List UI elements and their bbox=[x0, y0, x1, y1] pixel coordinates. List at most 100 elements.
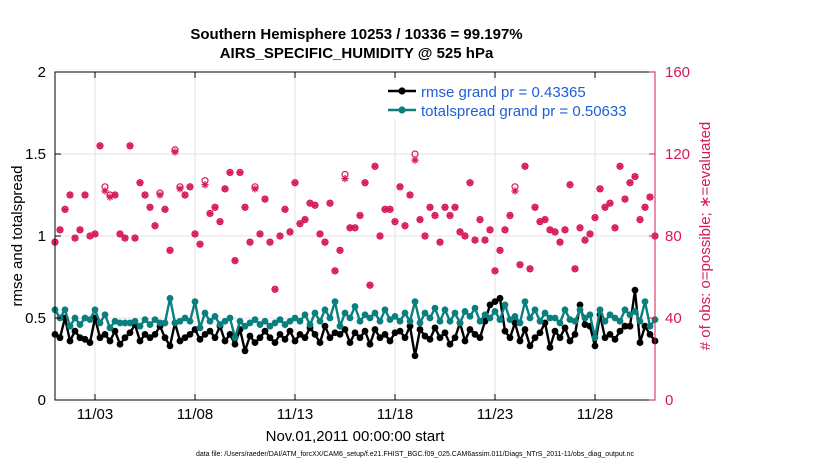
totalspread-point bbox=[296, 317, 304, 325]
rmse-point bbox=[66, 337, 74, 345]
asterisk-stroke bbox=[216, 218, 224, 225]
totalspread-point bbox=[516, 319, 524, 327]
asterisk-stroke bbox=[261, 196, 269, 203]
rmse-point bbox=[56, 334, 64, 342]
obs-evaluated-marker bbox=[496, 246, 504, 254]
rmse-point bbox=[356, 334, 364, 342]
totalspread-point bbox=[346, 314, 354, 322]
totalspread-point bbox=[641, 298, 649, 305]
totalspread-point bbox=[521, 298, 529, 305]
rmse-point bbox=[346, 339, 354, 346]
totalspread-point bbox=[486, 314, 494, 322]
totalspread-point bbox=[156, 319, 164, 327]
asterisk-stroke bbox=[486, 226, 494, 233]
totalspread-point bbox=[136, 322, 144, 330]
asterisk-stroke bbox=[326, 200, 334, 207]
obs-evaluated-marker bbox=[636, 216, 644, 224]
totalspread-point bbox=[241, 322, 249, 330]
rmse-point bbox=[436, 334, 444, 342]
obs-evaluated-marker bbox=[126, 142, 134, 150]
totalspread-point bbox=[351, 303, 359, 310]
y2-tick-label: 80 bbox=[665, 228, 682, 245]
asterisk-stroke bbox=[271, 286, 279, 293]
rmse-point bbox=[621, 322, 629, 330]
legend: rmse grand pr = 0.43365 totalspread grand… bbox=[380, 80, 652, 120]
rmse-point bbox=[531, 334, 539, 342]
rmse-point bbox=[121, 334, 129, 342]
asterisk-stroke bbox=[201, 181, 209, 188]
asterisk-stroke bbox=[611, 224, 619, 231]
obs-evaluated-marker bbox=[96, 142, 104, 150]
totalspread-point bbox=[441, 306, 449, 314]
obs-evaluated-marker bbox=[231, 257, 239, 265]
asterisk-stroke bbox=[336, 247, 344, 254]
chart-subtitle: AIRS_SPECIFIC_HUMIDITY @ 525 hPa bbox=[219, 45, 494, 62]
rmse-point bbox=[511, 319, 519, 327]
rmse-point bbox=[251, 339, 259, 346]
rmse-point bbox=[176, 337, 184, 345]
totalspread-point bbox=[86, 316, 94, 324]
obs-evaluated-marker bbox=[421, 232, 429, 240]
totalspread-point bbox=[71, 314, 79, 322]
rmse-point bbox=[281, 335, 289, 343]
totalspread-point bbox=[166, 294, 174, 302]
totalspread-point bbox=[446, 317, 454, 325]
y-tick-label: 0.5 bbox=[25, 310, 46, 327]
rmse-point bbox=[521, 326, 529, 333]
totalspread-point bbox=[231, 334, 239, 342]
rmse-point bbox=[481, 317, 489, 325]
asterisk-stroke bbox=[306, 200, 314, 207]
asterisk-stroke bbox=[331, 267, 339, 274]
obs-evaluated-marker bbox=[211, 203, 219, 211]
totalspread-point bbox=[526, 314, 534, 322]
rmse-point bbox=[611, 335, 619, 343]
obs-evaluated-marker bbox=[186, 183, 194, 191]
y2-tick-label: 40 bbox=[665, 310, 682, 327]
rmse-point bbox=[491, 298, 499, 305]
obs-evaluated-marker bbox=[216, 218, 224, 226]
totalspread-point bbox=[251, 316, 259, 324]
asterisk-stroke bbox=[631, 173, 639, 180]
asterisk-stroke bbox=[416, 216, 424, 223]
rmse-point bbox=[266, 334, 274, 342]
rmse-point bbox=[496, 294, 504, 302]
obs-evaluated-marker bbox=[131, 234, 139, 242]
totalspread-point bbox=[611, 314, 619, 322]
asterisk-stroke bbox=[256, 230, 264, 237]
obs-evaluated-marker bbox=[241, 203, 249, 211]
asterisk-stroke bbox=[356, 212, 364, 219]
totalspread-point bbox=[561, 306, 569, 314]
totalspread-point bbox=[331, 298, 339, 305]
rmse-point bbox=[571, 331, 579, 338]
asterisk-stroke bbox=[591, 214, 599, 221]
rmse-point bbox=[206, 327, 214, 335]
asterisk-stroke bbox=[601, 204, 609, 211]
obs-evaluated-marker bbox=[461, 232, 469, 240]
totalspread-point bbox=[211, 312, 219, 320]
rmse-point bbox=[431, 324, 439, 332]
totalspread-point bbox=[506, 316, 514, 324]
asterisk-stroke bbox=[421, 232, 429, 240]
asterisk-stroke bbox=[396, 183, 404, 190]
obs-evaluated-marker bbox=[326, 199, 334, 207]
rmse-point bbox=[351, 329, 359, 337]
rmse-point bbox=[196, 335, 204, 343]
asterisk-stroke bbox=[511, 187, 519, 194]
asterisk-stroke bbox=[321, 239, 329, 246]
totalspread-point bbox=[636, 317, 644, 325]
asterisk-stroke bbox=[281, 206, 289, 213]
rmse-point bbox=[566, 337, 574, 345]
rmse-point bbox=[461, 337, 469, 345]
obs-evaluated-marker bbox=[486, 226, 494, 234]
rmse-point bbox=[441, 329, 449, 337]
obs-evaluated-marker bbox=[111, 191, 119, 199]
rmse-point bbox=[406, 322, 414, 330]
totalspread-point bbox=[451, 309, 459, 317]
totalspread-point bbox=[556, 319, 564, 327]
totalspread-point bbox=[571, 317, 579, 325]
asterisk-stroke bbox=[241, 204, 249, 211]
rmse-point bbox=[516, 337, 524, 345]
obs-evaluated-marker bbox=[616, 162, 624, 170]
rmse-point bbox=[136, 337, 144, 345]
